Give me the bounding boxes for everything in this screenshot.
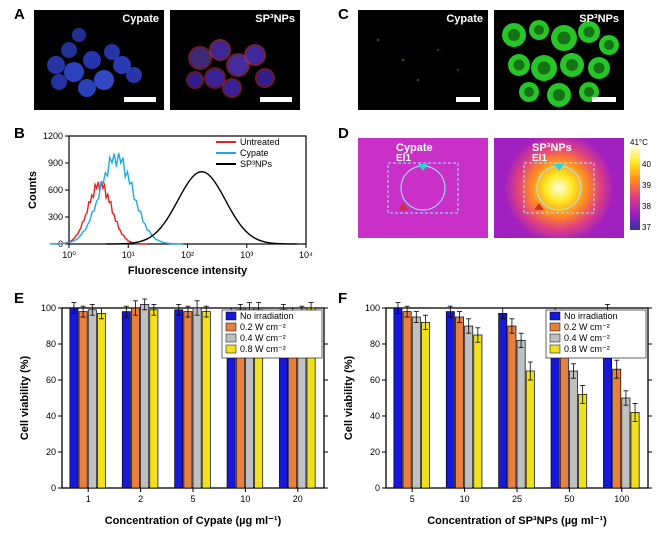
- svg-text:Cell viability (%): Cell viability (%): [343, 355, 355, 440]
- svg-text:10⁰: 10⁰: [62, 250, 76, 260]
- img-title: Cypate: [446, 13, 483, 25]
- img-title: Cypate: [122, 13, 159, 25]
- svg-text:0: 0: [375, 483, 380, 493]
- panel-a-image-cypate: Cypate: [34, 10, 164, 110]
- svg-text:Concentration of SP³NPs (µg ml: Concentration of SP³NPs (µg ml⁻¹): [427, 515, 607, 527]
- svg-text:0.8 W cm⁻²: 0.8 W cm⁻²: [240, 344, 286, 354]
- svg-text:0.8 W cm⁻²: 0.8 W cm⁻²: [564, 344, 610, 354]
- svg-text:39: 39: [642, 181, 651, 190]
- svg-text:20: 20: [370, 447, 380, 457]
- img-title: SP³NPs: [579, 13, 619, 25]
- svg-text:100: 100: [41, 303, 56, 313]
- svg-text:10³: 10³: [240, 250, 253, 260]
- svg-text:80: 80: [46, 339, 56, 349]
- svg-text:1200: 1200: [43, 131, 63, 141]
- svg-text:50: 50: [564, 494, 574, 504]
- svg-text:10¹: 10¹: [122, 250, 135, 260]
- scale-bar: [124, 97, 156, 102]
- svg-text:10: 10: [240, 494, 250, 504]
- img-title: SP³NPs: [255, 13, 295, 25]
- panel-c-image-cypate: Cypate: [358, 10, 488, 110]
- svg-text:10⁴: 10⁴: [299, 250, 313, 260]
- viability-chart-e: 0 20 40 60 80 100 Cell viability (%) Concentrat…: [14, 298, 334, 528]
- svg-text:5: 5: [190, 494, 195, 504]
- svg-text:37: 37: [642, 223, 651, 232]
- svg-text:10²: 10²: [181, 250, 194, 260]
- scale-bar: [456, 97, 480, 102]
- svg-text:0.4 W cm⁻²: 0.4 W cm⁻²: [240, 333, 286, 343]
- svg-text:El1: El1: [532, 153, 547, 164]
- svg-text:20: 20: [46, 447, 56, 457]
- svg-text:600: 600: [48, 185, 63, 195]
- svg-text:0.2 W cm⁻²: 0.2 W cm⁻²: [240, 322, 286, 332]
- svg-text:60: 60: [370, 375, 380, 385]
- svg-text:40: 40: [642, 160, 651, 169]
- scale-bar: [260, 97, 292, 102]
- svg-text:No irradiation: No irradiation: [564, 311, 618, 321]
- flow-cytometry-chart: 0300600900120010⁰10¹10²10³10⁴CountsFluor…: [24, 128, 314, 278]
- svg-text:Fluorescence intensity: Fluorescence intensity: [128, 265, 248, 277]
- svg-text:41°C: 41°C: [630, 138, 648, 147]
- svg-text:20: 20: [293, 494, 303, 504]
- panel-label-d: D: [338, 125, 349, 142]
- svg-text:0.2 W cm⁻²: 0.2 W cm⁻²: [564, 322, 610, 332]
- svg-text:0.4 W cm⁻²: 0.4 W cm⁻²: [564, 333, 610, 343]
- svg-text:10: 10: [460, 494, 470, 504]
- svg-text:60: 60: [46, 375, 56, 385]
- panel-a-image-sp3nps: SP³NPs: [170, 10, 300, 110]
- svg-text:40: 40: [370, 411, 380, 421]
- svg-text:Untreated: Untreated: [240, 137, 280, 147]
- thermal-colorbar: 41°C 37 38 39 40: [630, 138, 652, 238]
- svg-text:1: 1: [86, 494, 91, 504]
- svg-text:No irradiation: No irradiation: [240, 311, 294, 321]
- svg-text:Concentration of Cypate (µg m: Concentration of Cypate (µg ml⁻¹): [105, 515, 282, 527]
- svg-text:300: 300: [48, 212, 63, 222]
- svg-text:SP³NPs: SP³NPs: [240, 159, 273, 169]
- thermal-image-cypate: El1Cypate: [358, 138, 488, 238]
- svg-text:40: 40: [46, 411, 56, 421]
- scale-bar: [592, 97, 616, 102]
- panel-a-images: Cypate SP³NPs: [34, 10, 300, 110]
- svg-text:Cell viability (%): Cell viability (%): [19, 355, 31, 440]
- thermal-image-sp3nps: El1SP³NPs: [494, 138, 624, 238]
- svg-text:900: 900: [48, 158, 63, 168]
- svg-text:100: 100: [365, 303, 380, 313]
- panel-d-images: El1Cypate El1SP³NPs 41°C 37 38 39 40: [358, 138, 652, 238]
- svg-text:2: 2: [138, 494, 143, 504]
- panel-c-images: Cypate SP³NPs: [358, 10, 624, 110]
- svg-text:0: 0: [51, 483, 56, 493]
- svg-text:80: 80: [370, 339, 380, 349]
- svg-text:Cypate: Cypate: [240, 148, 269, 158]
- viability-chart-f: 0 20 40 60 80 100 Cell viability (%) Concentrat…: [338, 298, 658, 528]
- svg-text:El1: El1: [396, 153, 411, 164]
- panel-c-image-sp3nps: SP³NPs: [494, 10, 624, 110]
- svg-text:38: 38: [642, 202, 651, 211]
- panel-label-c: C: [338, 6, 349, 23]
- svg-text:25: 25: [512, 494, 522, 504]
- svg-text:100: 100: [614, 494, 629, 504]
- svg-text:5: 5: [410, 494, 415, 504]
- svg-text:Counts: Counts: [27, 171, 39, 209]
- panel-label-a: A: [14, 6, 25, 23]
